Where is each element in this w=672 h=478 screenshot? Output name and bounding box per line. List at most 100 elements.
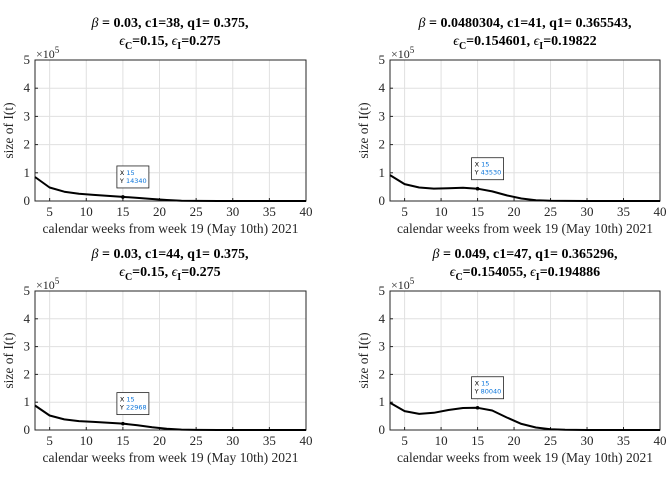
y-tick-label: 4 bbox=[24, 311, 31, 326]
beta-symbol: β bbox=[91, 16, 99, 31]
chart-title-line-1: β = 0.03, c1=38, q1= 0.375, bbox=[91, 16, 249, 31]
y-tick-label: 1 bbox=[379, 165, 386, 180]
title-params-1: = 0.03, c1=44, q1= 0.375, bbox=[99, 247, 249, 262]
axes-box bbox=[389, 290, 661, 431]
axes-box bbox=[34, 59, 307, 202]
datatip-box bbox=[116, 165, 150, 189]
title-params-1: = 0.049, c1=47, q1= 0.365296, bbox=[440, 247, 618, 262]
y-tick-label: 4 bbox=[24, 80, 31, 95]
x-tick-label: 15 bbox=[116, 433, 129, 448]
datatip-box bbox=[471, 157, 504, 181]
epsilon-c-value: =0.15, bbox=[132, 34, 171, 49]
x-tick-label: 30 bbox=[226, 204, 239, 219]
axes-box bbox=[34, 290, 307, 431]
chart-panel-1: β = 0.03, c1=38, q1= 0.375,ϵC=0.15, ϵI=0… bbox=[1, 16, 313, 236]
y-tick-label: 3 bbox=[379, 108, 386, 123]
x-axis-label: calendar weeks from week 19 (May 10th) 2… bbox=[42, 450, 298, 465]
y-tick-label: 0 bbox=[379, 422, 386, 437]
epsilon-i-subscript: I bbox=[539, 41, 543, 52]
x-tick-label: 5 bbox=[46, 433, 53, 448]
x-tick-label: 20 bbox=[508, 433, 521, 448]
y-multiplier-base: ×10 bbox=[36, 47, 55, 61]
epsilon-c-subscript: C bbox=[455, 272, 462, 283]
chart-panel-4: β = 0.049, c1=47, q1= 0.365296, ϵC=0.1540… bbox=[356, 247, 667, 465]
datatip-y-value: 14340 bbox=[126, 177, 147, 185]
series-line-I(t) bbox=[389, 401, 660, 431]
chart-title-line-2: ϵC=0.15, ϵI=0.275 bbox=[119, 265, 220, 283]
x-tick-label: 35 bbox=[263, 433, 276, 448]
epsilon-i-value: =0.19822 bbox=[543, 34, 596, 49]
x-tick-label: 30 bbox=[581, 204, 594, 219]
y-tick-label: 2 bbox=[379, 366, 386, 381]
x-tick-label: 5 bbox=[401, 204, 408, 219]
x-tick-label: 20 bbox=[153, 433, 166, 448]
y-tick-label: 0 bbox=[379, 193, 386, 208]
x-tick-label: 25 bbox=[190, 204, 203, 219]
series-line-I(t) bbox=[34, 404, 306, 431]
epsilon-c-value: =0.154055, bbox=[463, 265, 530, 280]
chart-panel-2: β = 0.0480304, c1=41, q1= 0.365543, ϵ C =0.… bbox=[356, 16, 667, 236]
y-multiplier-base: ×10 bbox=[36, 278, 55, 292]
title-params-1: = 0.03, c1=38, q1= 0.375, bbox=[99, 16, 249, 31]
datatip-x: X 15 bbox=[120, 396, 135, 404]
beta-symbol: β bbox=[91, 247, 99, 262]
y-tick-label: 3 bbox=[24, 108, 31, 123]
y-multiplier-base: ×10 bbox=[391, 278, 410, 292]
datatip-y: Y 80040 bbox=[474, 388, 502, 396]
chart-panel-3: β = 0.03, c1=44, q1= 0.375, ϵC=0.15, ϵI=0… bbox=[1, 247, 313, 465]
x-tick-label: 40 bbox=[300, 433, 313, 448]
datatip-x-value: 15 bbox=[481, 380, 489, 388]
datatip-y: Y 14340 bbox=[119, 177, 147, 185]
y-multiplier: ×105 bbox=[36, 45, 60, 61]
y-multiplier: ×105 bbox=[36, 276, 60, 292]
x-tick-label: 10 bbox=[435, 204, 448, 219]
epsilon-i-subscript: I bbox=[177, 272, 181, 283]
y-axis-label: size of I(t) bbox=[356, 102, 371, 158]
x-tick-label: 25 bbox=[190, 433, 203, 448]
x-tick-label: 20 bbox=[153, 204, 166, 219]
y-tick-label: 2 bbox=[379, 137, 386, 152]
epsilon-c-subscript: C bbox=[125, 272, 132, 283]
x-tick-label: 5 bbox=[46, 204, 53, 219]
datatip-y-value: 22968 bbox=[126, 404, 147, 412]
beta-symbol: β bbox=[432, 247, 440, 262]
datatip-x-value: 15 bbox=[481, 161, 489, 169]
datatip-box bbox=[116, 392, 150, 416]
x-tick-label: 10 bbox=[80, 433, 93, 448]
datatip-y: Y 43530 bbox=[474, 169, 502, 177]
epsilon-i-value: =0.194886 bbox=[540, 265, 600, 280]
y-tick-label: 2 bbox=[24, 366, 31, 381]
epsilon-symbol: ϵ bbox=[119, 265, 126, 280]
y-multiplier-exponent: 5 bbox=[55, 276, 60, 286]
y-axis-label: size of I(t) bbox=[1, 332, 16, 388]
y-multiplier-base: ×10 bbox=[391, 47, 410, 61]
x-tick-label: 15 bbox=[471, 204, 484, 219]
title-params-1: = 0.0480304, c1=41, q1= 0.365543, bbox=[426, 16, 632, 31]
datatip-x-value: 15 bbox=[126, 396, 134, 404]
x-tick-label: 40 bbox=[300, 204, 313, 219]
epsilon-i-subscript: I bbox=[177, 41, 181, 52]
x-tick-label: 35 bbox=[263, 204, 276, 219]
epsilon-symbol: ϵ bbox=[119, 34, 126, 49]
y-multiplier: ×105 bbox=[391, 276, 415, 292]
beta-symbol: β bbox=[418, 16, 426, 31]
chart-title-line-1: β = 0.03, c1=44, q1= 0.375, bbox=[91, 247, 249, 262]
y-tick-label: 5 bbox=[379, 52, 386, 67]
y-multiplier-exponent: 5 bbox=[410, 45, 415, 55]
y-tick-label: 3 bbox=[24, 339, 31, 354]
datatip-point bbox=[121, 421, 125, 426]
epsilon-symbol: ϵ bbox=[172, 265, 179, 280]
x-tick-label: 10 bbox=[435, 433, 448, 448]
epsilon-symbol: ϵ bbox=[534, 34, 541, 49]
y-multiplier-exponent: 5 bbox=[410, 276, 415, 286]
y-tick-label: 4 bbox=[379, 80, 386, 95]
y-tick-label: 0 bbox=[24, 193, 31, 208]
datatip-x: X 15 bbox=[475, 380, 490, 388]
epsilon-i-subscript: I bbox=[536, 272, 540, 283]
epsilon-symbol: ϵ bbox=[172, 34, 179, 49]
epsilon-c-subscript: C bbox=[459, 41, 466, 52]
y-tick-label: 1 bbox=[24, 394, 31, 409]
epsilon-symbol: ϵ bbox=[450, 265, 457, 280]
datatip-x: X 15 bbox=[475, 161, 490, 169]
